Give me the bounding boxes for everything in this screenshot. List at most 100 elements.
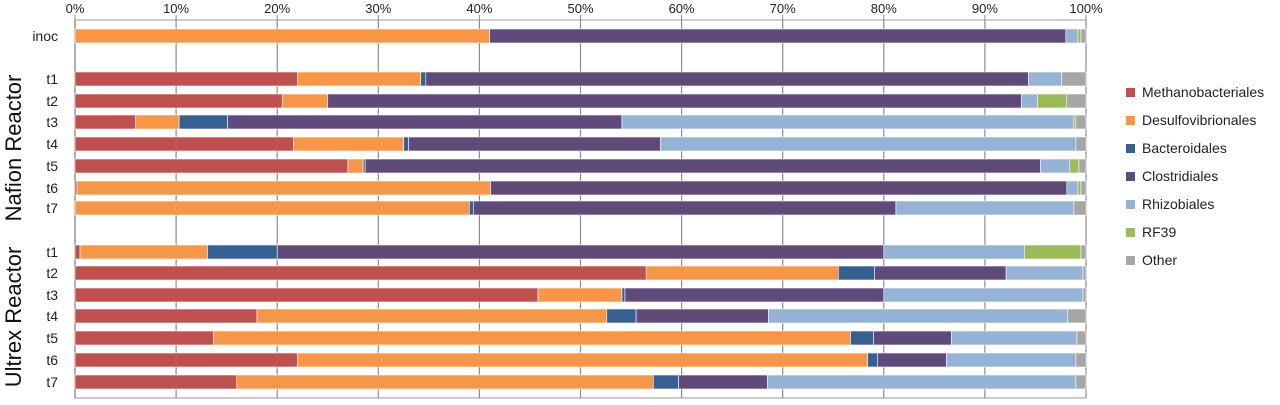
bar-segment-methanobacteriales — [74, 71, 298, 87]
legend-swatch — [1126, 87, 1135, 97]
bar-segment-methanobacteriales — [74, 308, 258, 324]
bar-segment-other — [1080, 28, 1087, 44]
bar-segment-methanobacteriales — [74, 244, 81, 260]
legend-label: Rhizobiales — [1142, 196, 1215, 212]
row-label: inoc — [32, 28, 58, 44]
bar-segment-rhizobiales — [895, 200, 1075, 216]
bar-segment-other — [1080, 180, 1087, 196]
bar-segment-clostridiales — [425, 71, 1029, 87]
bar-segment-desulfovibrionales — [135, 114, 180, 130]
row-label: t5 — [46, 330, 58, 346]
bar-segment-other — [1067, 308, 1087, 324]
bar-segment-desulfovibrionales — [293, 136, 404, 152]
bar-segment-rhizobiales — [1066, 180, 1079, 196]
bar-segment-methanobacteriales — [74, 136, 294, 152]
bar-segment-clostridiales — [327, 93, 1022, 109]
x-tick-label: 20% — [264, 1, 290, 16]
bar-segment-bacteroidales — [178, 114, 228, 130]
bar-segment-desulfovibrionales — [74, 200, 470, 216]
row-label: t4 — [46, 308, 58, 324]
legend-swatch — [1126, 227, 1135, 237]
bar-segment-rhizobiales — [660, 136, 1077, 152]
bar-segment-desulfovibrionales — [281, 93, 329, 109]
bar-segment-rhizobiales — [1065, 28, 1079, 44]
bar-segment-rhizobiales — [883, 244, 1025, 260]
bar-segment-rhizobiales — [1028, 71, 1063, 87]
bar-segment-methanobacteriales — [74, 265, 647, 281]
group-label: Ultrex Reactor — [1, 247, 26, 388]
bar-segment-desulfovibrionales — [76, 180, 491, 196]
legend: Methanobacteriales Desulfovibrionales Ba… — [1126, 78, 1264, 274]
bar-segment-rhizobiales — [1040, 158, 1071, 174]
row-label: t6 — [46, 352, 58, 368]
legend-item-methanobacteriales: Methanobacteriales — [1126, 78, 1264, 106]
bar-segment-bacteroidales — [867, 352, 879, 368]
bar-segment-clostridiales — [874, 265, 1007, 281]
bar-segment-other — [1075, 136, 1087, 152]
bar-segment-clostridiales — [408, 136, 661, 152]
bar-segment-rf39 — [1024, 244, 1082, 260]
bar-segment-rf39 — [1077, 28, 1082, 44]
bar-segment-bacteroidales — [468, 200, 474, 216]
bar-segment-rf39 — [1069, 158, 1080, 174]
row-label: t1 — [46, 244, 58, 260]
x-tick-label: 70% — [770, 1, 796, 16]
bar-segment-methanobacteriales — [74, 158, 349, 174]
bar-segment-bacteroidales — [621, 287, 626, 303]
bar-segment-other — [1066, 93, 1087, 109]
bar-segment-methanobacteriales — [74, 352, 298, 368]
bar-segment-other — [1082, 265, 1087, 281]
bar-segment-desulfovibrionales — [213, 330, 851, 346]
x-tick-label: 90% — [972, 1, 998, 16]
row-label: t6 — [46, 180, 58, 196]
legend-label: Desulfovibrionales — [1142, 112, 1257, 128]
bar-segment-clostridiales — [635, 308, 769, 324]
row-label: t7 — [46, 200, 58, 216]
row-label: t4 — [46, 136, 58, 152]
row-label: t5 — [46, 158, 58, 174]
bar-segment-rf39 — [1073, 114, 1077, 130]
legend-item-bacteroidales: Bacteroidales — [1126, 134, 1264, 162]
bar-segment-bacteroidales — [606, 308, 637, 324]
bar-segment-rhizobiales — [946, 352, 1077, 368]
legend-item-rf39: RF39 — [1126, 218, 1264, 246]
legend-label: RF39 — [1142, 224, 1177, 240]
x-tick-label: 80% — [871, 1, 897, 16]
bar-segment-bacteroidales — [652, 374, 679, 390]
bar-segment-clostridiales — [873, 330, 952, 346]
bar-segment-desulfovibrionales — [236, 374, 654, 390]
row-label: t3 — [46, 287, 58, 303]
row-label: t3 — [46, 114, 58, 130]
x-tick-label: 30% — [365, 1, 391, 16]
row-label: t2 — [46, 93, 58, 109]
bar-segment-desulfovibrionales — [645, 265, 839, 281]
legend-swatch — [1126, 143, 1135, 153]
row-label: t7 — [46, 374, 58, 390]
bar-segment-clostridiales — [624, 287, 885, 303]
x-tick-label: 0% — [66, 1, 85, 16]
bar-segment-desulfovibrionales — [256, 308, 608, 324]
bar-segment-methanobacteriales — [74, 114, 136, 130]
x-tick-label: 10% — [163, 1, 189, 16]
bar-segment-bacteroidales — [838, 265, 876, 281]
bar-segment-bacteroidales — [362, 158, 366, 174]
row-label: t2 — [46, 265, 58, 281]
bar-segment-clostridiales — [490, 180, 1068, 196]
bar-segment-bacteroidales — [403, 136, 409, 152]
x-tick-label: 60% — [669, 1, 695, 16]
x-tick-label: 100% — [1069, 1, 1103, 16]
bar-segment-rf39 — [1037, 93, 1068, 109]
bar-segment-desulfovibrionales — [297, 352, 868, 368]
bar-segment-methanobacteriales — [74, 287, 539, 303]
bar-segment-other — [1082, 287, 1087, 303]
bar-segment-desulfovibrionales — [347, 158, 364, 174]
bar-segment-clostridiales — [364, 158, 1041, 174]
bar-segment-other — [1073, 200, 1087, 216]
legend-item-clostridiales: Clostridiales — [1126, 162, 1264, 190]
bar-segment-other — [1075, 114, 1087, 130]
bar-segment-other — [1075, 352, 1087, 368]
group-label: Nafion Reactor — [1, 75, 26, 222]
x-tick-label: 40% — [466, 1, 492, 16]
legend-swatch — [1126, 115, 1135, 125]
